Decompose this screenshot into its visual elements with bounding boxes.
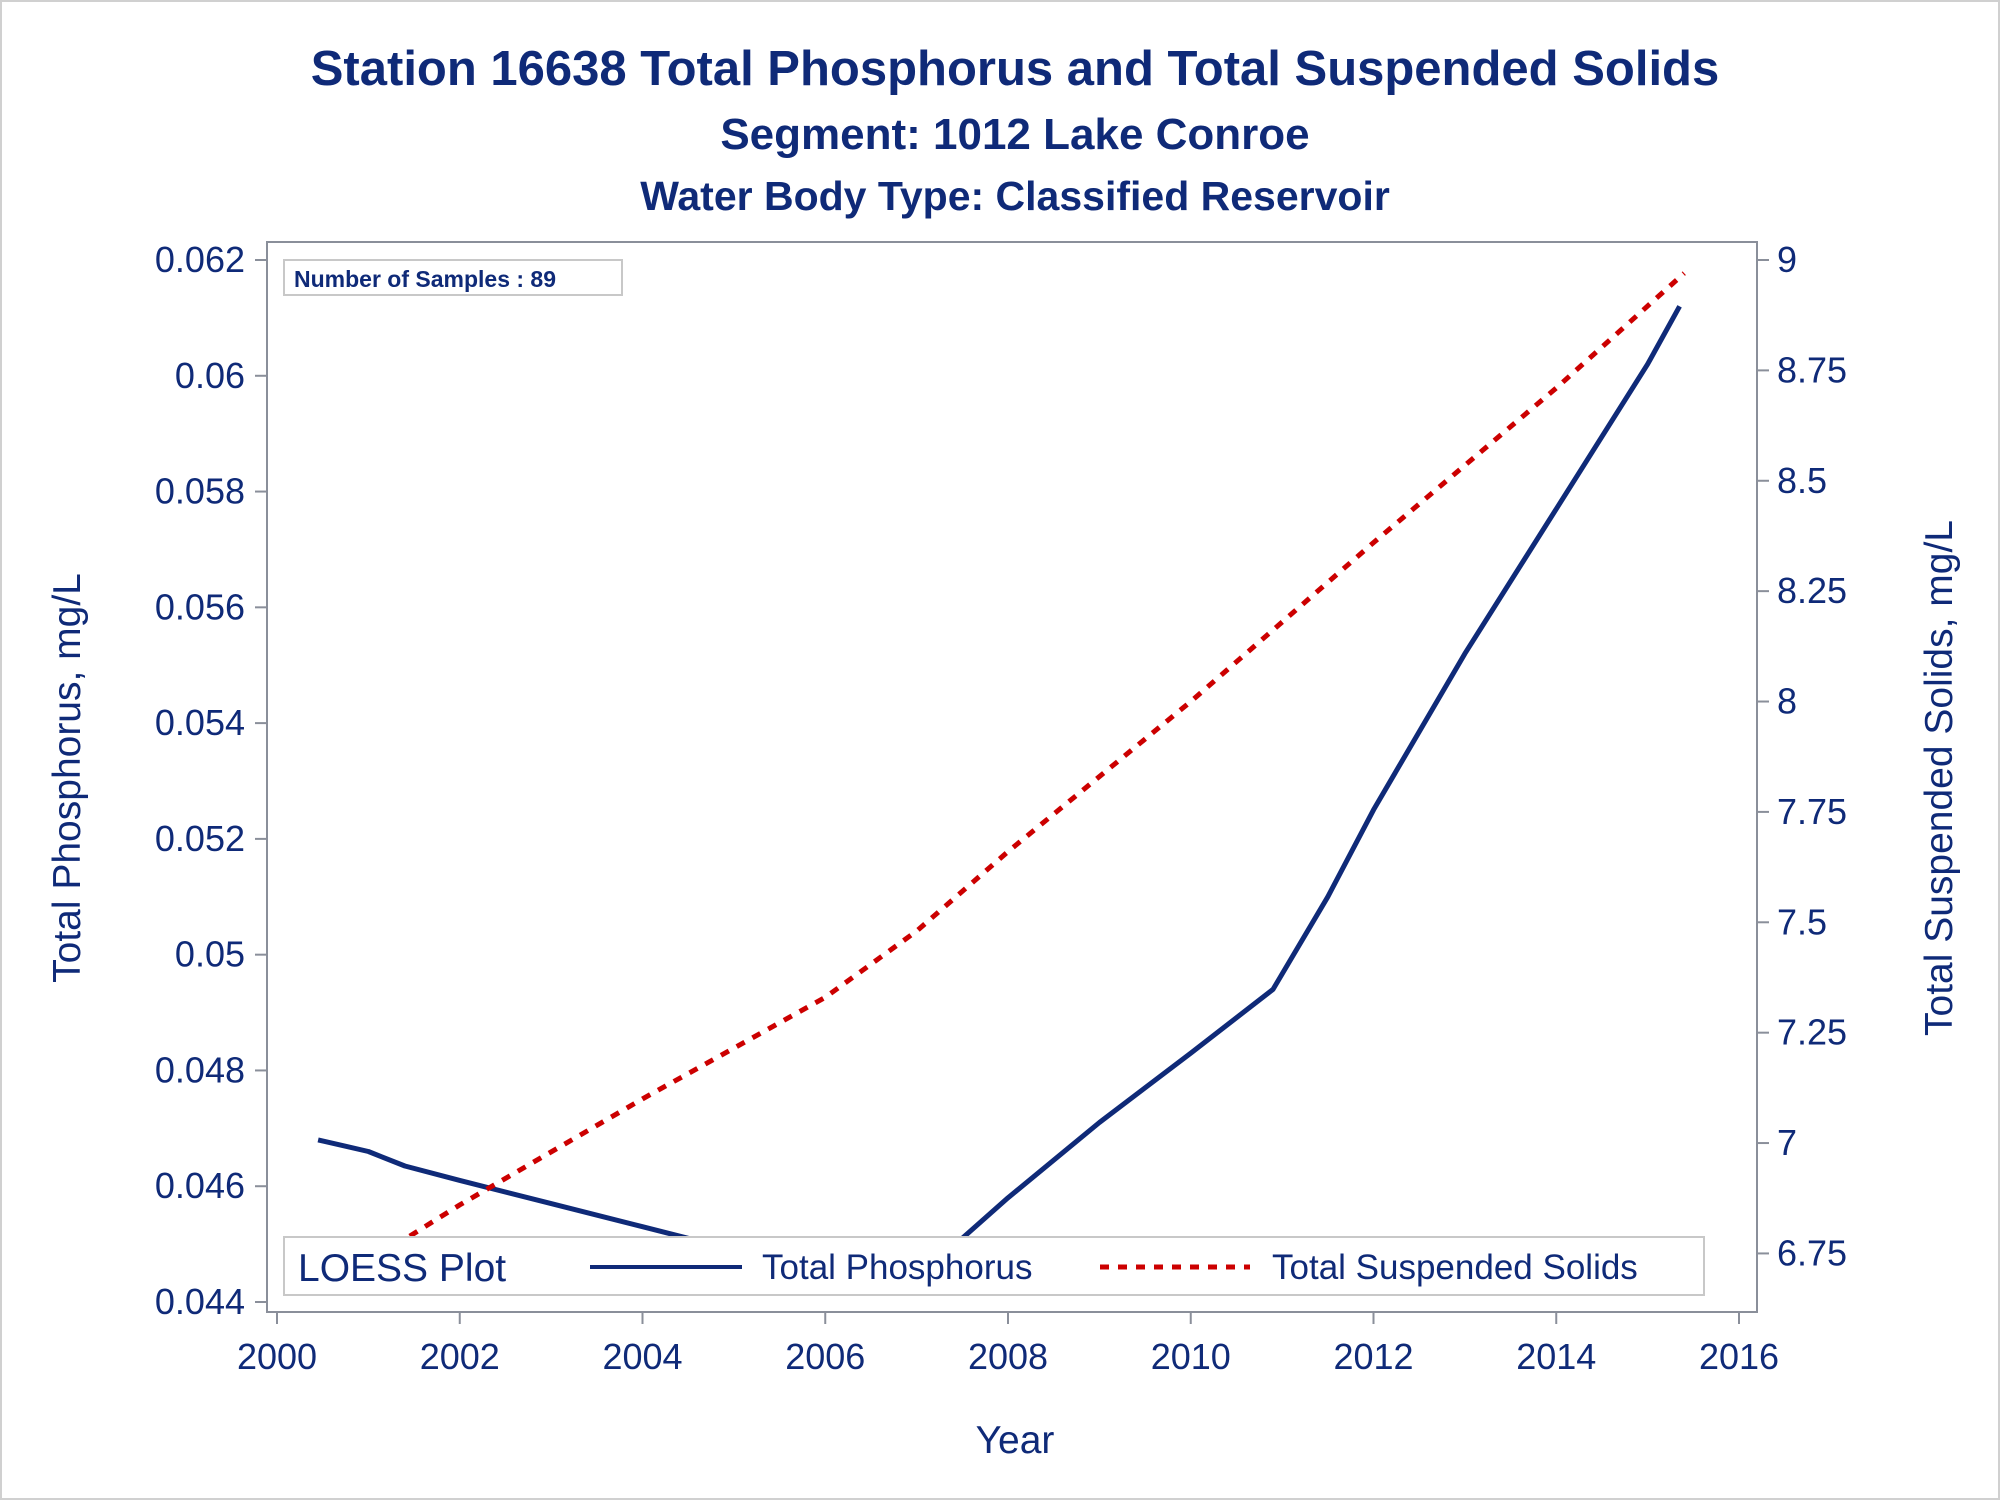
y2-tick-label: 7	[1777, 1122, 1797, 1163]
x-tick-label: 2016	[1699, 1336, 1779, 1377]
plot-area	[266, 241, 1758, 1313]
chart-subtitle-2: Water Body Type: Classified Reservoir	[640, 173, 1390, 219]
y2-tick-label: 7.25	[1777, 1012, 1847, 1053]
legend-title: LOESS Plot	[298, 1247, 506, 1290]
y-tick-label: 0.056	[155, 586, 245, 627]
y2-tick-label: 7.75	[1777, 791, 1847, 832]
legend-box	[283, 1236, 1705, 1296]
y-tick-label: 0.048	[155, 1049, 245, 1090]
y-tick-label: 0.054	[155, 702, 245, 743]
chart-title: Station 16638 Total Phosphorus and Total…	[311, 42, 1720, 96]
y-axis-left: 0.044 0.046 0.048 0.05 0.052 0.054 0.056 0.058 0…	[155, 239, 267, 1322]
y2-tick-label: 9	[1777, 239, 1797, 280]
x-axis: 2000 2002 2004 2006 2008 2010 2012 2014 2016	[237, 1312, 1779, 1377]
x-axis-label: Year	[976, 1419, 1055, 1462]
y-tick-label: 0.058	[155, 471, 245, 512]
legend-label-total-phosphorus: Total Phosphorus	[762, 1248, 1032, 1287]
series-line-total-suspended-solids	[316, 271, 1686, 1296]
sample-count-label: Number of Samples : 89	[294, 266, 556, 292]
x-tick-label: 2012	[1333, 1336, 1413, 1377]
legend-label-total-suspended-solids: Total Suspended Solids	[1272, 1248, 1638, 1287]
y-tick-label: 0.05	[175, 934, 245, 975]
x-tick-label: 2010	[1151, 1336, 1231, 1377]
y2-tick-label: 8.75	[1777, 349, 1847, 390]
y-axis-right-label: Total Suspended Solids, mg/L	[1918, 520, 1961, 1036]
sample-count-box	[283, 259, 623, 296]
x-tick-label: 2002	[420, 1336, 500, 1377]
y-axis-right: 6.75 7 7.25 7.5 7.75 8 8.25 8.5 8.75 9	[1757, 239, 1847, 1273]
y-axis-left-label: Total Phosphorus, mg/L	[46, 573, 89, 983]
y-tick-label: 0.062	[155, 239, 245, 280]
x-tick-label: 2014	[1516, 1336, 1596, 1377]
x-tick-label: 2006	[785, 1336, 865, 1377]
x-tick-label: 2004	[602, 1336, 682, 1377]
chart-subtitle: Segment: 1012 Lake Conroe	[720, 110, 1309, 159]
y-tick-label: 0.06	[175, 355, 245, 396]
y2-tick-label: 7.5	[1777, 901, 1827, 942]
y-tick-label: 0.044	[155, 1281, 245, 1322]
y2-tick-label: 6.75	[1777, 1232, 1847, 1273]
y-tick-label: 0.052	[155, 818, 245, 859]
x-tick-label: 2000	[237, 1336, 317, 1377]
y-tick-label: 0.046	[155, 1165, 245, 1206]
y2-tick-label: 8.5	[1777, 460, 1827, 501]
series-layer	[316, 271, 1686, 1296]
y2-tick-label: 8.25	[1777, 570, 1847, 611]
x-tick-label: 2008	[968, 1336, 1048, 1377]
y2-tick-label: 8	[1777, 681, 1797, 722]
series-line-total-phosphorus	[317, 305, 1682, 1293]
